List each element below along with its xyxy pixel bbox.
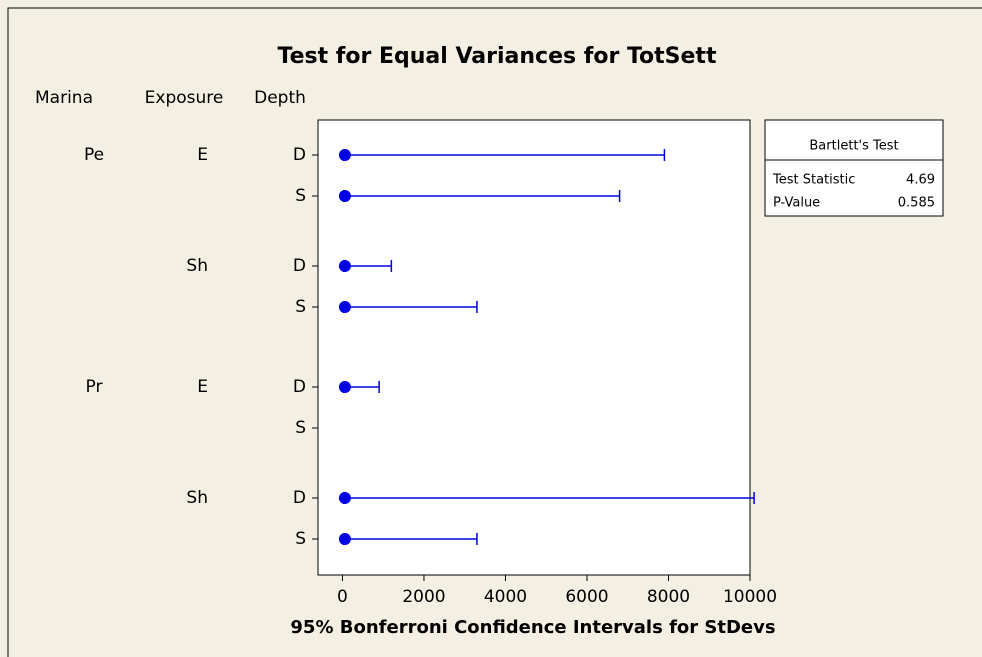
x-tick-label: 6000 xyxy=(565,587,608,607)
depth-label: S xyxy=(295,529,306,549)
column-header: Exposure xyxy=(145,88,224,108)
estimate xyxy=(338,260,351,272)
estimate xyxy=(338,301,351,313)
exposure-label: Sh xyxy=(186,256,208,276)
depth-label: D xyxy=(293,488,306,508)
column-header: Depth xyxy=(254,88,306,108)
plot-area xyxy=(317,119,751,576)
x-tick-label: 0 xyxy=(337,587,348,607)
estimate xyxy=(338,533,351,545)
estimate xyxy=(338,492,351,504)
chart-title: Test for Equal Variances for TotSett xyxy=(278,44,717,69)
marina-label: Pr xyxy=(86,377,103,397)
x-tick-label: 4000 xyxy=(484,587,527,607)
column-header: Marina xyxy=(35,88,93,108)
legend-label: Test Statistic xyxy=(772,173,855,188)
exposure-label: E xyxy=(197,145,208,165)
legend-box xyxy=(764,119,944,217)
depth-label: D xyxy=(293,377,306,397)
marina-label: Pe xyxy=(84,145,104,165)
x-tick-label: 8000 xyxy=(647,587,690,607)
depth-label: S xyxy=(295,297,306,317)
x-axis-label: 95% Bonferroni Confidence Intervals for … xyxy=(290,617,775,638)
depth-label: D xyxy=(293,256,306,276)
estimate xyxy=(338,381,351,393)
depth-label: S xyxy=(295,186,306,206)
x-tick-label: 10000 xyxy=(723,587,777,607)
legend-title: Bartlett's Test xyxy=(809,139,898,154)
estimate xyxy=(338,190,351,202)
exposure-label: Sh xyxy=(186,488,208,508)
x-tick-label: 2000 xyxy=(402,587,445,607)
estimate xyxy=(338,149,351,161)
exposure-label: E xyxy=(197,377,208,397)
depth-label: D xyxy=(293,145,306,165)
legend-value: 0.585 xyxy=(898,196,935,211)
depth-label: S xyxy=(295,418,306,438)
legend-value: 4.69 xyxy=(906,173,935,188)
legend-label: P-Value xyxy=(773,196,820,211)
